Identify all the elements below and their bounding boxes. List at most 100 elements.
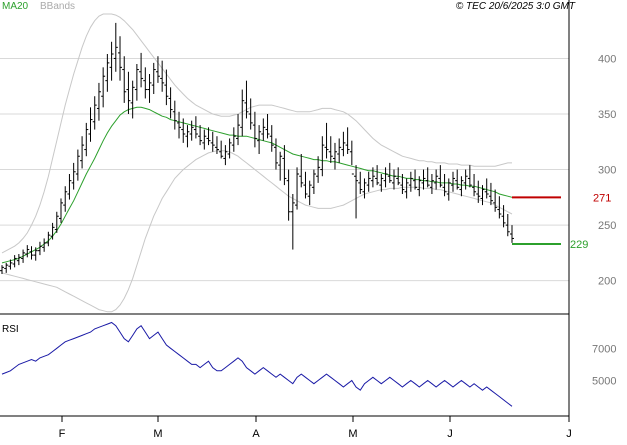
ohlc-bar-54 [227, 138, 232, 159]
ohlc-bar-102 [429, 174, 434, 194]
ohlc-bar-95 [400, 174, 405, 194]
ohlc-bar-47 [198, 125, 203, 146]
month-label-2: A [252, 428, 260, 440]
ohlc-bar-87 [366, 171, 371, 192]
ohlc-bar-50 [210, 131, 215, 152]
ohlc-bar-8 [33, 247, 38, 261]
ohlc-bar-106 [446, 178, 451, 201]
ohlc-bar-27 [113, 22, 118, 72]
ohlc-bar-113 [476, 180, 481, 203]
ohlc-bar-33 [139, 52, 144, 88]
ohlc-bar-55 [231, 127, 236, 152]
ohlc-bar-79 [332, 142, 337, 170]
bollinger-bands [1, 13, 513, 313]
month-label-4: J [447, 428, 453, 440]
ohlc-bar-92 [387, 162, 392, 183]
ohlc-bar-59 [248, 98, 253, 130]
ohlc-bar-101 [425, 167, 430, 188]
ohlc-bar-44 [185, 125, 190, 148]
ohlc-bar-83 [349, 140, 354, 175]
bband-lower [1, 150, 513, 313]
ohlc-bar-34 [143, 67, 148, 99]
ohlc-bar-18 [75, 149, 80, 181]
ohlc-bar-42 [177, 111, 182, 139]
ohlc-bar-17 [71, 162, 76, 190]
ohlc-bar-91 [383, 167, 388, 188]
ohlc-bar-109 [459, 176, 464, 197]
ohlc-bar-69 [290, 194, 295, 250]
ohlc-bar-29 [122, 56, 127, 103]
ohlc-bar-103 [434, 169, 439, 190]
ohlc-bar-107 [450, 171, 455, 192]
bband-upper [1, 13, 512, 254]
ohlc-bar-61 [257, 125, 262, 154]
ohlc-bar-49 [206, 127, 211, 146]
ohlc-bar-116 [488, 182, 493, 206]
ohlc-bar-98 [413, 169, 418, 190]
ohlc-bar-115 [484, 178, 489, 199]
ohlc-bar-78 [328, 136, 333, 163]
legend-bbands: BBands [40, 1, 75, 12]
ohlc-bar-36 [151, 62, 156, 94]
ohlc-bar-73 [307, 180, 312, 206]
ohlc-bar-81 [341, 131, 346, 157]
axes: 200 250 300 350 400 5000 7000 F M A M J J [0, 0, 616, 440]
ma20-line [1, 106, 513, 264]
ohlc-bar-40 [168, 87, 173, 119]
ohlc-bar-90 [379, 174, 384, 192]
ohlc-bar-57 [240, 89, 245, 137]
ohlc-bar-82 [345, 127, 350, 154]
ohlc-bar-20 [84, 122, 89, 157]
month-label-5: J [566, 428, 572, 440]
annotations: 271 229 [512, 192, 611, 251]
ma20-path [1, 106, 513, 264]
ohlc-bar-48 [202, 129, 207, 150]
ohlc-bar-35 [147, 74, 152, 103]
price-tick-300: 300 [598, 165, 616, 177]
ohlc-bar-51 [214, 136, 219, 154]
month-label-0: F [59, 428, 66, 440]
ohlc-bar-100 [421, 169, 426, 190]
ohlc-bar-85 [358, 171, 363, 194]
ohlc-bar-108 [455, 169, 460, 190]
ohlc-bar-22 [92, 96, 97, 130]
ohlc-bar-86 [362, 178, 367, 199]
ohlc-bar-26 [109, 41, 114, 81]
ohlc-bar-63 [265, 114, 270, 139]
ohlc-bar-25 [105, 54, 110, 92]
ohlc-bar-16 [67, 174, 72, 200]
price-tick-400: 400 [598, 53, 616, 65]
rsi-tick-50: 5000 [592, 376, 616, 388]
ohlc-bar-70 [295, 167, 300, 210]
ohlc-bar-88 [370, 167, 375, 188]
ohlc-bar-118 [497, 196, 502, 219]
ohlc-bar-6 [25, 245, 30, 258]
ohlc-bar-76 [320, 136, 325, 177]
ohlc-bar-104 [438, 165, 443, 188]
ohlc-bar-68 [286, 169, 291, 221]
ohlc-bar-23 [96, 82, 101, 121]
ohlc-bar-112 [472, 174, 477, 197]
ohlc-bar-64 [269, 125, 274, 152]
ohlc-bar-21 [88, 107, 93, 142]
ohlc-bar-3 [12, 255, 17, 268]
ohlc-bar-89 [375, 165, 380, 186]
ohlc-bar-15 [63, 186, 68, 212]
ohlc-bar-5 [21, 249, 26, 263]
ohlc-bar-41 [172, 100, 177, 130]
ohlc-bar-72 [303, 171, 308, 199]
ohlc-bar-121 [510, 225, 514, 243]
rsi-title: RSI [2, 324, 19, 335]
ohlc-bar-117 [493, 189, 498, 212]
ohlc-bar-53 [223, 145, 228, 166]
price-tick-250: 250 [598, 220, 616, 232]
ohlc-bar-13 [54, 211, 59, 233]
ohlc-bar-9 [37, 241, 42, 256]
ohlc-bar-66 [278, 151, 283, 181]
ohlc-bar-111 [467, 165, 472, 188]
ohlc-bar-97 [408, 171, 413, 192]
ohlc-bar-71 [299, 154, 304, 188]
ohlc-bar-38 [160, 60, 165, 92]
